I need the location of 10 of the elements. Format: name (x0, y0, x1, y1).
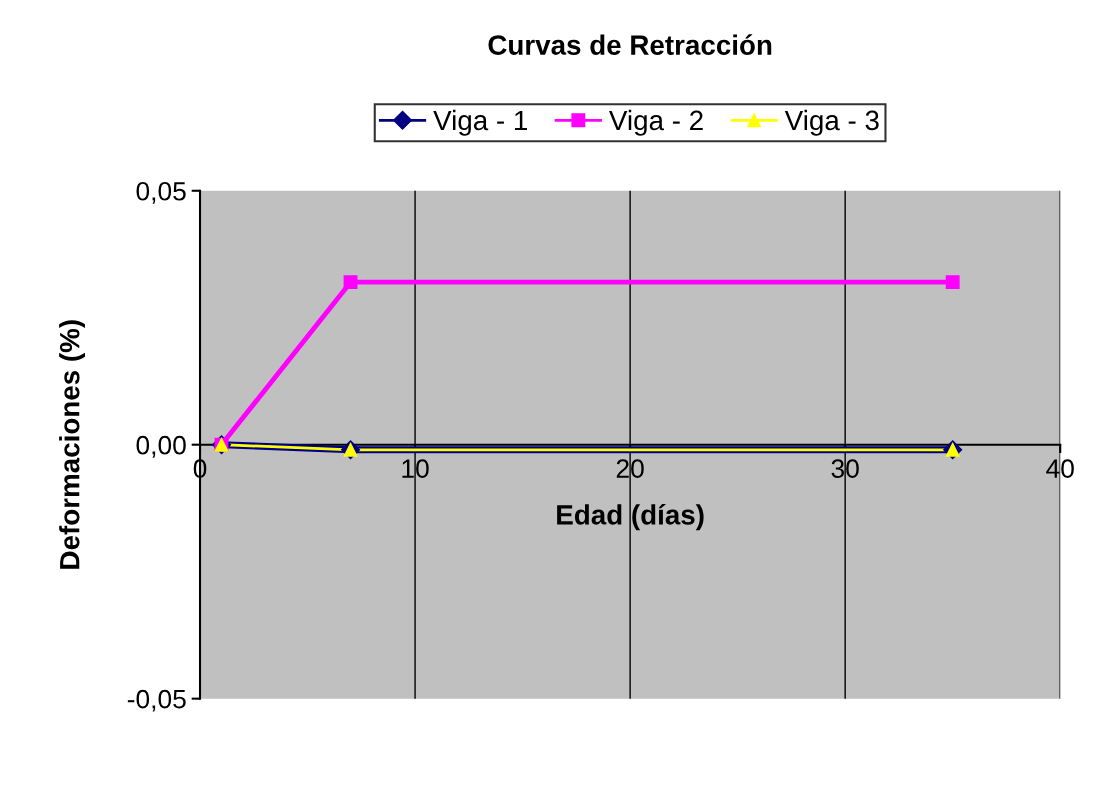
x-tick-label: 40 (1046, 459, 1074, 478)
chart-title: Curvas de Retracción (488, 34, 772, 55)
x-axis-title: Edad (días) (557, 504, 704, 531)
legend-label: Viga - 1 (433, 109, 527, 136)
legend-label: Viga - 2 (609, 109, 703, 136)
legend-label: Viga - 3 (784, 109, 879, 136)
y-tick-label: 0,05 (136, 181, 186, 204)
y-tick-label: -0,05 (127, 689, 186, 712)
y-axis-title: Deformaciones (%) (59, 320, 86, 569)
y-tick-label: 0,00 (136, 435, 186, 458)
